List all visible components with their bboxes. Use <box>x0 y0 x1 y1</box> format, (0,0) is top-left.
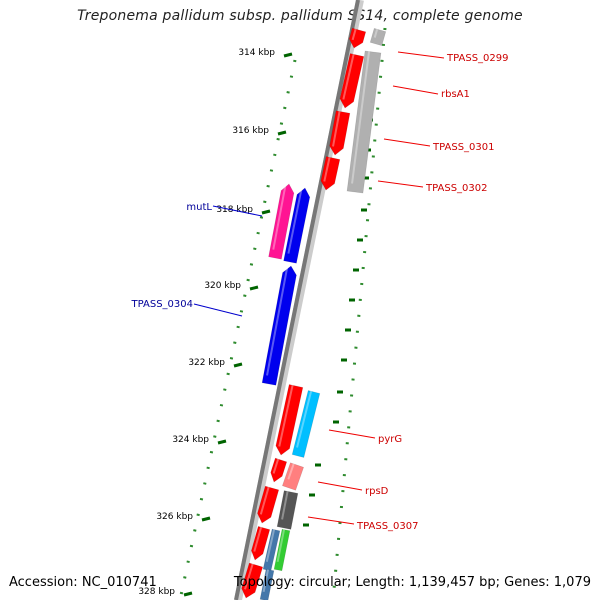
gene-arrow[interactable] <box>346 50 382 194</box>
label-leader-line <box>377 180 424 188</box>
tick-mark <box>217 439 227 445</box>
gene-highlight <box>332 111 341 147</box>
gene-highlight <box>351 28 357 41</box>
label-leader-line <box>193 303 243 317</box>
gene-label[interactable]: TPASS_0304 <box>131 299 193 310</box>
gene-label[interactable]: TPASS_0307 <box>356 521 418 532</box>
gene-highlight <box>342 54 355 100</box>
tick-label: 328 kbp <box>138 587 175 597</box>
gene-arrow[interactable] <box>348 27 367 49</box>
gene-arrow[interactable] <box>270 457 288 483</box>
tick-label: 320 kbp <box>204 281 241 291</box>
gene-arrow[interactable] <box>261 265 297 386</box>
gene-highlight <box>253 526 263 552</box>
gene-label[interactable]: mutL <box>186 202 212 213</box>
map-title: Treponema pallidum subsp. pallidum SS14,… <box>77 8 523 24</box>
gene-arrow[interactable] <box>273 528 291 572</box>
label-leader-line <box>397 51 445 59</box>
gene-highlight <box>323 157 331 182</box>
gene-highlight <box>287 463 295 480</box>
label-leader-line <box>307 516 355 525</box>
backbone <box>234 0 360 600</box>
tick-mark <box>249 285 259 291</box>
tick-mark <box>283 52 293 58</box>
gene-highlight <box>272 183 287 250</box>
gene-arrow[interactable] <box>275 384 304 456</box>
summary-text: Topology: circular; Length: 1,139,457 bp… <box>233 575 591 590</box>
tick-label: 314 kbp <box>238 48 275 58</box>
gene-arrow[interactable] <box>329 110 351 156</box>
gene-arrow[interactable] <box>369 27 387 47</box>
gene-label[interactable]: TPASS_0302 <box>425 183 487 194</box>
gene-highlight <box>262 569 270 592</box>
tick-mark <box>233 362 243 368</box>
tick-label: 322 kbp <box>188 358 225 368</box>
label-leader-line <box>328 429 376 439</box>
tick-mark <box>261 209 271 215</box>
gene-highlight <box>272 458 280 474</box>
gene-arrow[interactable] <box>291 390 321 458</box>
gene-highlight <box>244 563 254 590</box>
label-leader-line <box>392 85 439 95</box>
gene-arrow[interactable] <box>283 187 311 264</box>
gene-highlight <box>351 51 371 184</box>
gene-arrow[interactable] <box>339 53 365 109</box>
gene-highlight <box>373 28 379 38</box>
gene-arrow[interactable] <box>282 462 304 491</box>
accession-text: Accession: NC_010741 <box>9 575 157 590</box>
tick-label: 326 kbp <box>156 512 193 522</box>
gene-highlight <box>266 265 289 376</box>
gene-arrow[interactable] <box>241 562 264 599</box>
gene-highlight <box>259 486 270 515</box>
gene-label[interactable]: rbsA1 <box>441 89 470 100</box>
tick-mark <box>183 591 193 597</box>
tick-mark <box>277 130 287 136</box>
gene-highlight <box>287 187 303 254</box>
tick-mark <box>201 516 211 522</box>
gene-arrow[interactable] <box>276 490 299 530</box>
gene-highlight <box>265 529 276 562</box>
gene-highlight <box>296 391 313 448</box>
gene-arrow[interactable] <box>257 485 280 524</box>
label-leader-line <box>383 138 431 147</box>
gene-label[interactable]: pyrG <box>378 434 402 445</box>
gene-label[interactable]: TPASS_0299 <box>446 53 508 64</box>
gene-arrow[interactable] <box>251 526 271 561</box>
label-leader-line <box>317 481 363 491</box>
tick-label: 324 kbp <box>172 435 209 445</box>
gene-highlight <box>281 491 289 520</box>
gene-highlight <box>276 529 286 562</box>
gene-arrow[interactable] <box>268 183 295 260</box>
gene-highlight <box>278 385 294 447</box>
gene-label[interactable]: TPASS_0301 <box>432 142 494 153</box>
label-leader-line <box>212 205 263 217</box>
gene-arrow[interactable] <box>259 568 275 600</box>
gene-arrow[interactable] <box>320 156 341 191</box>
gene-label[interactable]: rpsD <box>365 486 389 497</box>
tick-label: 316 kbp <box>232 126 269 136</box>
